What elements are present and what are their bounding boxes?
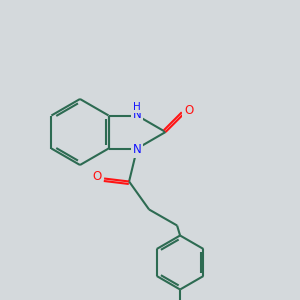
Text: H: H bbox=[133, 101, 141, 112]
Text: N: N bbox=[133, 108, 142, 121]
Text: N: N bbox=[133, 143, 142, 156]
Text: O: O bbox=[92, 170, 102, 183]
Text: O: O bbox=[184, 104, 193, 118]
